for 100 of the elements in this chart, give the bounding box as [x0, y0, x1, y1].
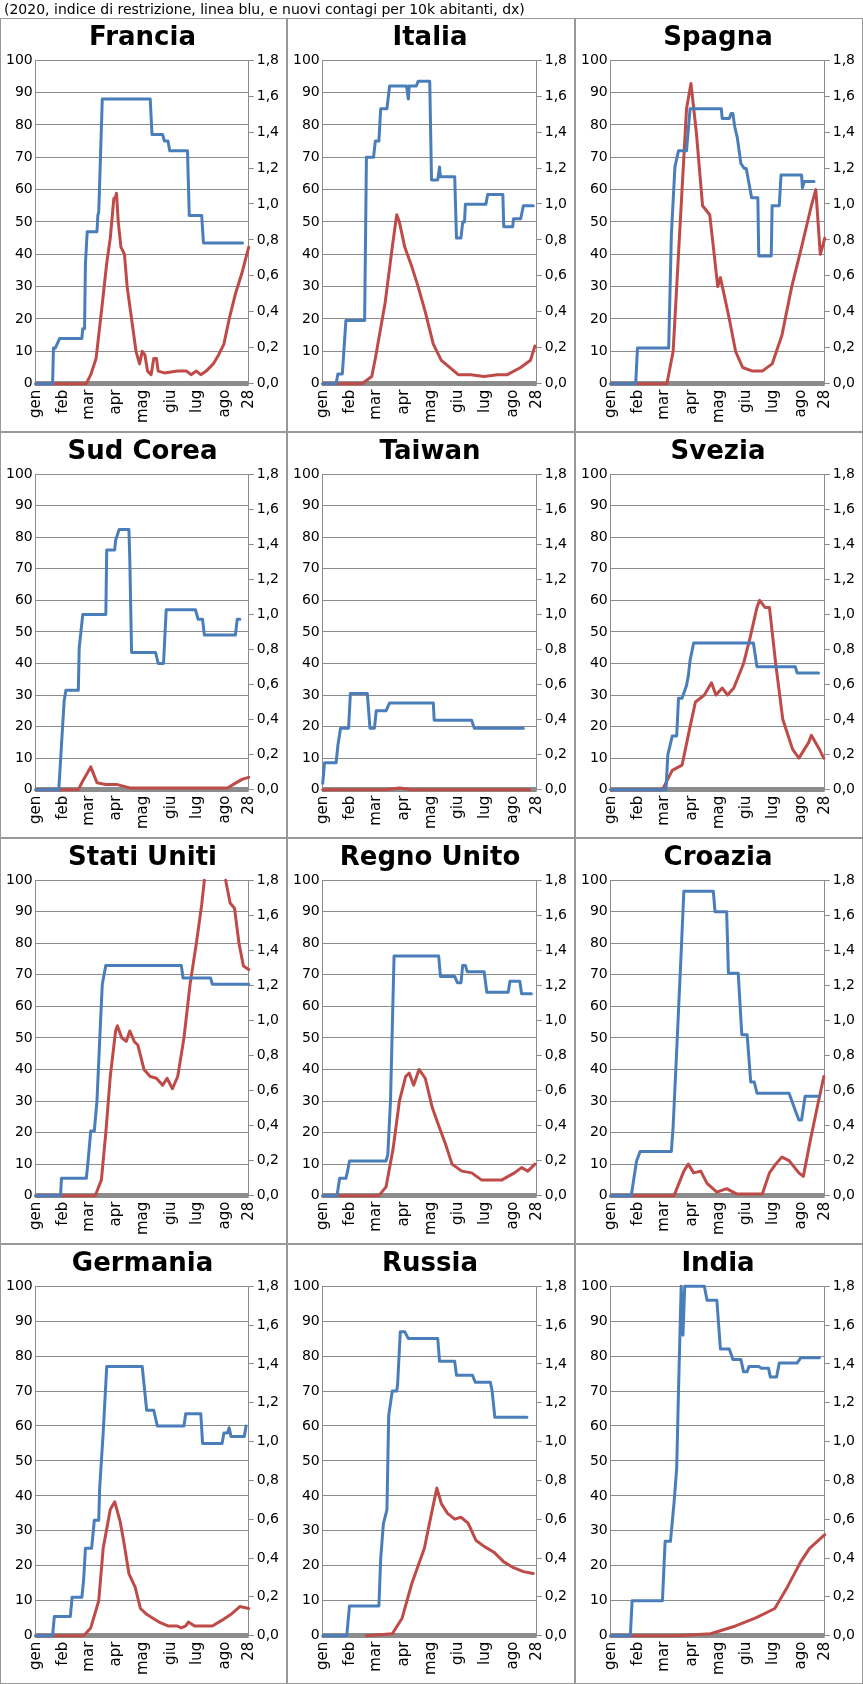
y2-tick-label: 0,2 [544, 745, 567, 762]
y2-tick-label: 1,4 [544, 534, 568, 551]
y-tick-label: 70 [301, 147, 320, 164]
y2-tick-label: 1,4 [256, 1354, 280, 1371]
y-tick-label: 70 [14, 1381, 33, 1398]
y2-tick-label: 1,8 [544, 1276, 567, 1293]
y2-tick-label: 1,8 [256, 50, 279, 67]
y2-tick-label: 0,8 [256, 1046, 279, 1063]
y-tick-label: 30 [14, 1091, 33, 1108]
y-tick-label: 20 [589, 309, 608, 326]
y2-tick-label: 1,8 [256, 1276, 279, 1293]
y-tick-label: 0 [23, 1626, 33, 1643]
x-tick-label: mar [78, 388, 97, 420]
y2-tick-label: 0,6 [544, 1081, 568, 1098]
y2-tick-label: 0,2 [832, 338, 855, 355]
y-tick-label: 80 [14, 1346, 33, 1363]
y-tick-label: 60 [589, 997, 608, 1014]
x-tick-label: ago [214, 1641, 233, 1670]
y2-tick-label: 1,6 [256, 86, 280, 103]
x-tick-label: gen [600, 1201, 619, 1230]
x-tick-label: 28 [814, 1201, 833, 1221]
y-tick-label: 0 [310, 1626, 320, 1643]
x-tick-label: mar [366, 794, 385, 826]
y-tick-label: 60 [589, 1416, 608, 1433]
y2-tick-label: 1,2 [256, 976, 279, 992]
y-tick-label: 70 [14, 965, 33, 982]
y-tick-label: 30 [301, 1521, 320, 1538]
y-tick-label: 10 [301, 341, 320, 358]
y-tick-label: 40 [301, 244, 320, 261]
y2-tick-label: 0,6 [256, 266, 280, 283]
chart-subtitle: (2020, indice di restrizione, linea blu, e nuovi contagi per 10k abitanti, dx) [4, 1, 525, 17]
y2-tick-label: 0,0 [832, 1626, 855, 1643]
x-tick-label: apr [681, 388, 700, 415]
x-tick-label: apr [393, 794, 412, 821]
y2-tick-label: 0,4 [256, 1548, 280, 1565]
y-tick-label: 0 [310, 1186, 320, 1203]
x-tick-label: lug [762, 1201, 781, 1225]
x-tick-label: feb [53, 795, 72, 820]
x-tick-label: giu [448, 795, 467, 819]
chart-title: Germania [71, 1247, 214, 1278]
x-tick-label: feb [340, 795, 359, 820]
y2-tick-label: 0,2 [544, 1151, 567, 1168]
y-tick-label: 10 [14, 1591, 33, 1608]
chart-title: Croazia [663, 841, 773, 872]
x-tick-label: 28 [238, 1641, 257, 1661]
x-tick-label: apr [393, 1200, 412, 1227]
x-tick-label: 28 [814, 1641, 833, 1661]
x-tick-label: giu [160, 795, 179, 819]
x-tick-label: lug [474, 1641, 493, 1665]
y-tick-label: 50 [301, 212, 320, 229]
y-tick-label: 80 [301, 933, 320, 950]
y-tick-label: 80 [14, 527, 33, 544]
y-tick-label: 50 [14, 622, 33, 639]
y-tick-label: 60 [14, 997, 33, 1014]
y-tick-label: 50 [14, 1451, 33, 1468]
y-tick-label: 0 [598, 374, 608, 391]
y-tick-label: 10 [301, 1591, 320, 1608]
x-tick-label: giu [736, 1641, 755, 1665]
y-tick-label: 40 [14, 1060, 33, 1077]
y2-tick-label: 0,4 [256, 302, 280, 319]
x-tick-label: feb [340, 389, 359, 414]
y-tick-label: 40 [301, 1486, 320, 1503]
y-tick-label: 90 [589, 496, 608, 513]
x-tick-label: ago [790, 1201, 809, 1230]
y2-tick-label: 1,2 [832, 1393, 855, 1410]
y2-tick-label: 0,0 [832, 374, 855, 391]
y2-tick-label: 0,4 [832, 1548, 856, 1565]
x-tick-label: giu [448, 389, 467, 413]
x-tick-label: giu [160, 389, 179, 413]
y-tick-label: 20 [14, 1123, 33, 1140]
x-tick-label: ago [502, 1641, 521, 1670]
x-tick-label: mag [133, 1641, 152, 1675]
x-tick-label: lug [187, 795, 206, 819]
y2-tick-label: 0,0 [544, 374, 567, 391]
x-tick-label: mag [708, 1641, 727, 1675]
x-tick-label: apr [393, 1640, 412, 1667]
y2-tick-label: 0,6 [832, 266, 856, 283]
y-tick-label: 70 [589, 965, 608, 982]
chart-title: India [681, 1247, 755, 1278]
x-tick-label: apr [106, 1200, 125, 1227]
y2-tick-label: 0,4 [832, 1116, 856, 1133]
x-tick-label: feb [628, 1201, 647, 1226]
y2-tick-label: 0,0 [256, 374, 279, 391]
x-tick-label: giu [736, 1201, 755, 1225]
y-tick-label: 70 [301, 965, 320, 982]
y-tick-label: 60 [301, 591, 320, 608]
y-tick-label: 20 [589, 1123, 608, 1140]
y-tick-label: 100 [5, 1276, 33, 1293]
y2-tick-label: 1,4 [832, 940, 856, 957]
x-tick-label: 28 [526, 1641, 545, 1661]
y2-tick-label: 1,2 [832, 158, 855, 175]
y2-tick-label: 0,0 [256, 1626, 279, 1643]
x-tick-label: feb [53, 1201, 72, 1226]
y2-tick-label: 0,2 [544, 338, 567, 355]
y-tick-label: 20 [14, 717, 33, 734]
y-tick-label: 30 [589, 685, 608, 702]
y2-tick-label: 0,4 [256, 710, 280, 727]
y2-tick-label: 0,0 [544, 780, 567, 797]
y2-tick-label: 1,4 [544, 122, 568, 139]
y2-tick-label: 0,0 [544, 1186, 567, 1203]
